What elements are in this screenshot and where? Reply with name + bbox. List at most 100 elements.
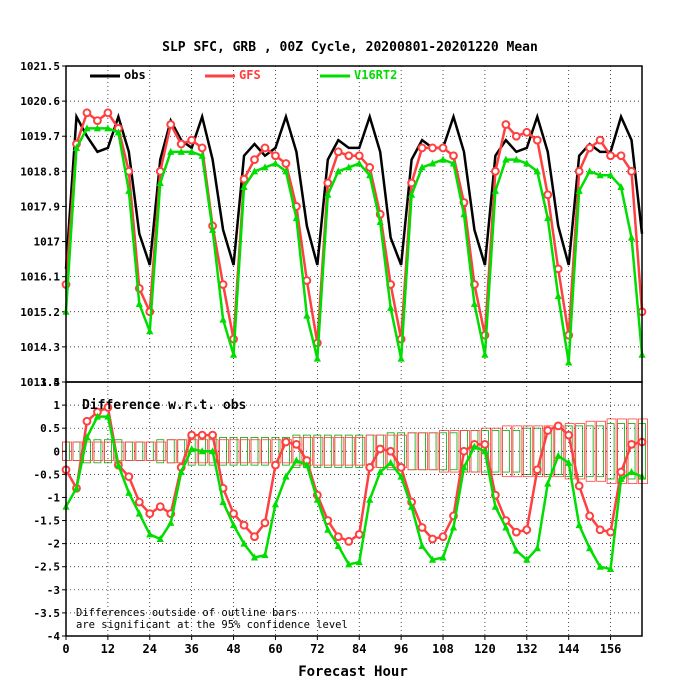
top-point-v16rt2 (554, 292, 562, 300)
top-panel: 1013.4 1014.3 1015.2 1016.1 1017 1017.9 1018.8… (20, 60, 647, 389)
top-y-tick-label: 1014.3 (20, 341, 60, 354)
diff-point-gfs (595, 525, 605, 535)
top-point-v16rt2 (334, 167, 342, 175)
x-tick-label: 144 (558, 642, 580, 656)
diff-point-v16rt2 (565, 458, 573, 466)
top-point-v16rt2 (418, 163, 426, 171)
top-point-gfs (187, 135, 197, 145)
diff-point-gfs (344, 536, 354, 546)
outline-bar-gfs (250, 439, 261, 464)
diff-point-v16rt2 (324, 525, 332, 533)
top-point-v16rt2 (502, 155, 510, 163)
bottom-y-tick-label: -1 (47, 491, 61, 504)
diff-point-gfs (480, 439, 490, 449)
diff-point-v16rt2 (366, 495, 374, 503)
top-point-v16rt2 (439, 155, 447, 163)
top-point-gfs (511, 131, 521, 141)
diff-point-v16rt2 (156, 535, 164, 543)
bottom-panel-frame (65, 381, 643, 637)
outline-bar-gfs (166, 439, 177, 464)
outline-bar-v16rt2 (145, 441, 154, 461)
top-point-v16rt2 (397, 354, 405, 362)
top-point-v16rt2 (544, 214, 552, 222)
x-tick-label: 0 (62, 642, 69, 656)
top-y-tick-label: 1017.9 (20, 200, 60, 213)
top-point-v16rt2 (575, 186, 583, 194)
diff-point-v16rt2 (586, 544, 594, 552)
diff-point-v16rt2 (449, 523, 458, 531)
legend-label-v16rt2: V16RT2 (354, 68, 397, 82)
top-point-v16rt2 (167, 147, 175, 155)
diff-point-v16rt2 (313, 495, 321, 503)
outline-bar-gfs (522, 425, 533, 478)
diff-point-v16rt2 (481, 447, 489, 455)
diff-point-v16rt2 (135, 509, 143, 517)
top-point-gfs (323, 178, 333, 188)
diff-point-gfs (522, 525, 532, 535)
outline-bar-gfs (638, 418, 648, 485)
diff-series-line-v16rt2 (64, 415, 643, 571)
top-point-v16rt2 (523, 159, 531, 167)
footnote-line: are significant at the 95% confidence le… (76, 619, 348, 631)
top-point-gfs (595, 135, 605, 145)
diff-point-gfs (396, 463, 406, 472)
diff-point-v16rt2 (596, 562, 604, 570)
bottom-panel: -4 -3.5 -3 -2.5 -2 -1.5 -1 -0.5 0 0.5 1 1.5 0 12 24 36 4… (34, 376, 648, 656)
top-point-v16rt2 (209, 225, 217, 233)
footnote-line: Differences outside of outline bars (76, 607, 297, 619)
top-point-v16rt2 (125, 186, 133, 194)
top-point-gfs (93, 116, 102, 126)
difference-title: Difference w.r.t. obs (82, 398, 246, 413)
diff-point-gfs (292, 439, 301, 449)
diff-point-v16rt2 (271, 500, 280, 508)
top-point-v16rt2 (491, 186, 499, 194)
diff-point-gfs (386, 446, 396, 456)
outline-bar-gfs (103, 441, 114, 461)
diff-point-v16rt2 (617, 474, 625, 482)
bottom-y-tick-label: -2.5 (34, 561, 61, 574)
x-tick-label: 24 (143, 642, 157, 656)
diff-point-gfs (511, 527, 521, 537)
chart-title: SLP SFC, GRB , 00Z Cycle, 20200801-20201… (162, 40, 538, 55)
diff-point-gfs (459, 446, 469, 456)
diff-point-v16rt2 (261, 551, 269, 559)
outline-bar-gfs (355, 437, 366, 466)
top-point-v16rt2 (596, 171, 604, 179)
diff-point-gfs (417, 523, 427, 532)
diff-point-gfs (187, 430, 197, 440)
top-point-v16rt2 (135, 299, 143, 307)
diff-point-gfs (103, 403, 113, 412)
diff-point-gfs (155, 502, 165, 512)
top-point-gfs (218, 280, 228, 289)
top-point-v16rt2 (366, 171, 374, 179)
top-y-tick-label: 1015.2 (20, 306, 60, 319)
top-point-gfs (82, 108, 92, 118)
diff-point-gfs (627, 439, 636, 449)
x-tick-label: 72 (310, 642, 324, 656)
diff-point-gfs (606, 527, 615, 537)
top-point-gfs (103, 108, 113, 118)
diff-point-v16rt2 (470, 442, 479, 450)
top-point-gfs (344, 151, 354, 161)
diff-point-v16rt2 (606, 565, 615, 573)
outline-bar-v16rt2 (491, 430, 500, 473)
top-point-v16rt2 (72, 143, 81, 151)
diff-point-gfs (229, 509, 238, 519)
diff-point-v16rt2 (125, 488, 133, 496)
outline-bar-v16rt2 (449, 432, 458, 471)
top-point-v16rt2 (93, 124, 102, 132)
diff-point-v16rt2 (345, 560, 353, 568)
bottom-y-tick-label: 1 (53, 399, 60, 412)
top-point-gfs (197, 143, 207, 153)
diff-point-v16rt2 (491, 502, 499, 510)
diff-point-v16rt2 (355, 558, 363, 566)
diff-point-v16rt2 (428, 555, 437, 563)
top-point-v16rt2 (408, 190, 416, 198)
diff-point-gfs (250, 532, 259, 542)
top-point-v16rt2 (156, 179, 164, 187)
diff-point-gfs (239, 520, 249, 530)
top-point-gfs (271, 151, 280, 161)
top-point-v16rt2 (324, 190, 332, 198)
top-point-gfs (417, 143, 427, 153)
